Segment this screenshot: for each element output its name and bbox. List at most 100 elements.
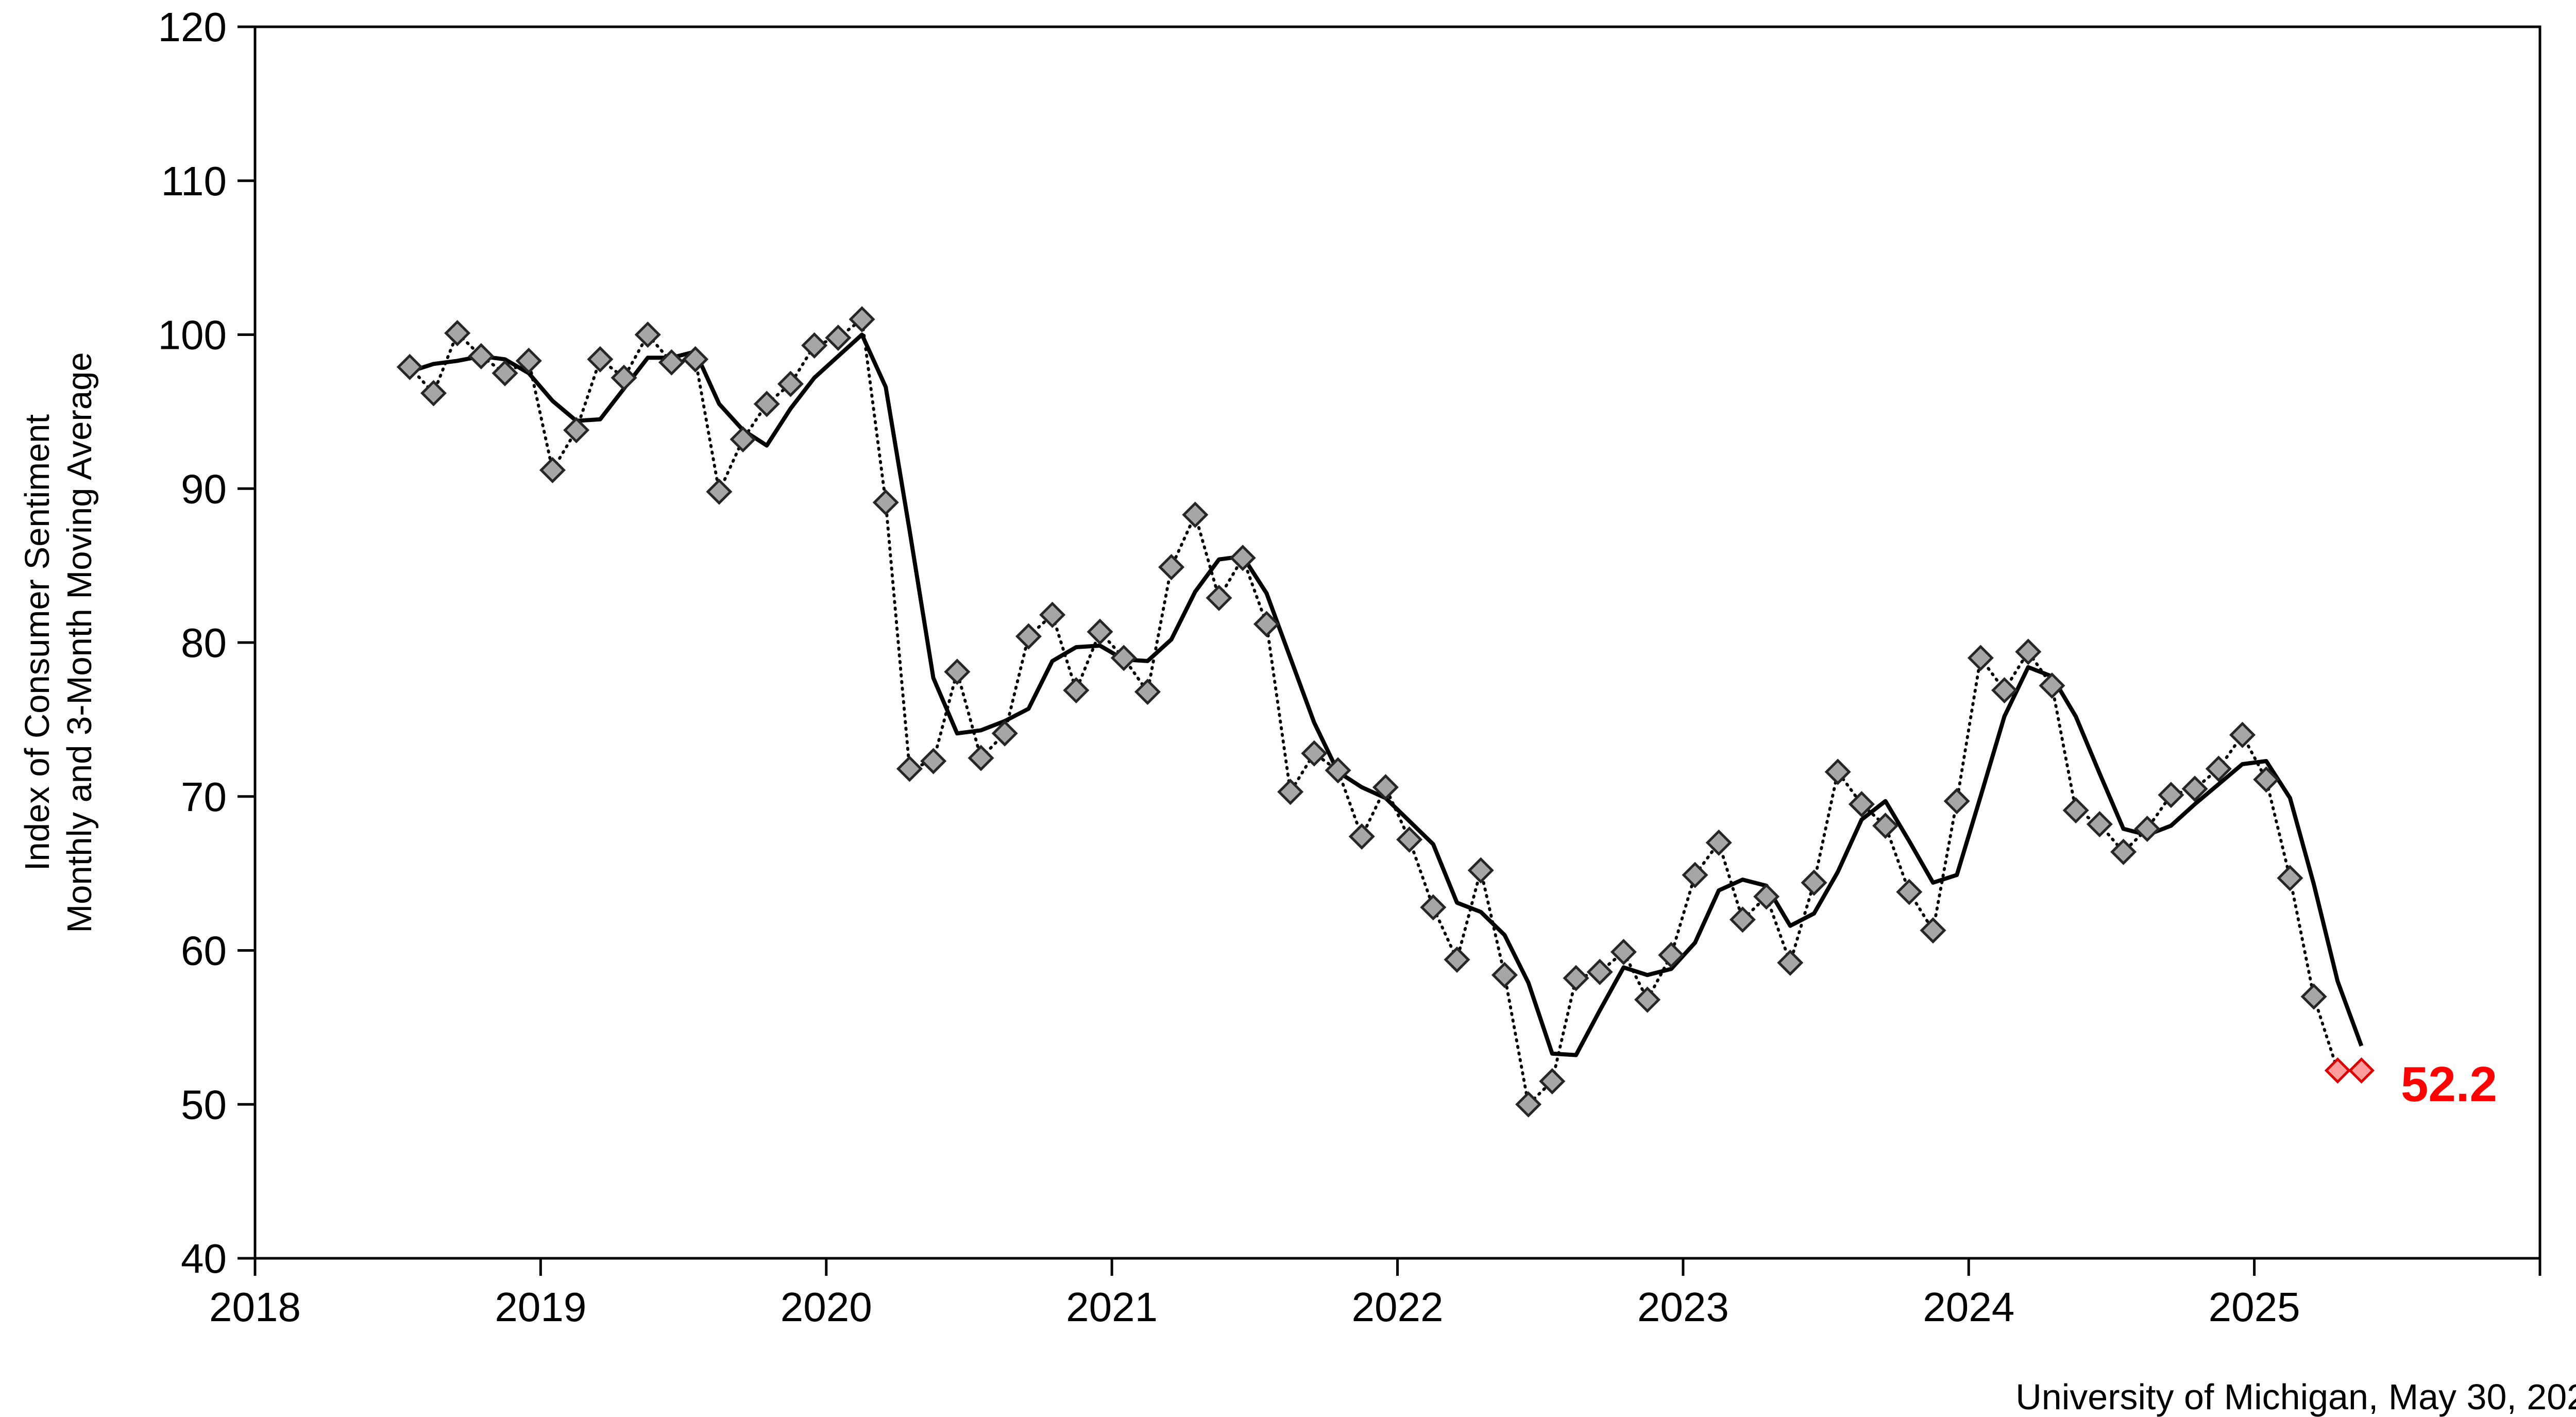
y-tick-label: 50 bbox=[181, 1082, 227, 1127]
monthly-data-point bbox=[1444, 946, 1470, 973]
monthly-data-point bbox=[1396, 826, 1423, 853]
monthly-data-point bbox=[825, 324, 852, 351]
y-tick-label: 110 bbox=[161, 158, 227, 204]
monthly-data-point bbox=[1777, 949, 1804, 976]
monthly-data-point bbox=[991, 720, 1018, 747]
monthly-data-point bbox=[2229, 721, 2256, 748]
x-tick-label: 2021 bbox=[1066, 1284, 1158, 1330]
monthly-data-point bbox=[2086, 811, 2113, 838]
monthly-data-point bbox=[634, 321, 661, 348]
monthly-data-point bbox=[730, 426, 756, 453]
y-tick-label: 60 bbox=[181, 928, 227, 974]
monthly-data-point bbox=[1896, 879, 1923, 905]
y-tick-label: 90 bbox=[181, 466, 227, 512]
monthly-data-point bbox=[1420, 894, 1447, 921]
monthly-dotted-line bbox=[408, 316, 2363, 1108]
monthly-data-point bbox=[2039, 672, 2065, 699]
monthly-data-point bbox=[2205, 755, 2232, 782]
x-tick-label: 2020 bbox=[781, 1284, 872, 1330]
monthly-data-point bbox=[2181, 775, 2208, 802]
monthly-data-point bbox=[2158, 782, 2184, 808]
monthly-data-point bbox=[2062, 797, 2089, 824]
moving-average-series bbox=[409, 332, 2364, 1057]
x-tick-label: 2019 bbox=[495, 1284, 586, 1330]
monthly-series bbox=[396, 306, 2363, 1118]
monthly-data-point bbox=[1467, 857, 1494, 884]
monthly-data-point bbox=[1848, 791, 1875, 818]
monthly-data-point bbox=[801, 332, 828, 359]
monthly-data-point bbox=[539, 457, 566, 483]
y-tick-label: 40 bbox=[181, 1236, 227, 1281]
latest-data-point bbox=[2324, 1057, 2351, 1084]
y-axis: 40 50 60 70 80 90 100 110 120 bbox=[158, 4, 255, 1281]
monthly-data-point bbox=[468, 343, 495, 369]
latest-value-label: 52.2 bbox=[2401, 1057, 2497, 1112]
monthly-data-point bbox=[706, 478, 733, 505]
x-tick-label: 2018 bbox=[209, 1284, 301, 1330]
monthly-data-point bbox=[1753, 883, 1780, 910]
monthly-data-point bbox=[753, 391, 780, 417]
monthly-data-point bbox=[1729, 906, 1756, 933]
monthly-data-point bbox=[2277, 865, 2303, 891]
x-axis: 2018 2019 2020 2021 2022 2023 2024 2025 bbox=[209, 1258, 2541, 1330]
monthly-data-point bbox=[1634, 986, 1661, 1013]
monthly-data-point bbox=[444, 319, 471, 347]
monthly-data-point bbox=[1920, 917, 1946, 944]
monthly-data-point bbox=[1991, 677, 2018, 704]
monthly-data-point bbox=[1658, 941, 1685, 968]
monthly-data-point bbox=[1206, 584, 1232, 611]
monthly-data-point bbox=[1610, 938, 1637, 966]
y-tick-label: 120 bbox=[158, 4, 227, 50]
x-tick-label: 2023 bbox=[1637, 1284, 1729, 1330]
monthly-data-point bbox=[849, 306, 875, 333]
monthly-data-point bbox=[492, 360, 518, 386]
monthly-data-point bbox=[1348, 823, 1375, 850]
moving-average-line bbox=[409, 332, 2364, 1057]
monthly-data-point bbox=[1491, 961, 1518, 988]
monthly-data-point bbox=[1158, 554, 1185, 581]
monthly-data-point bbox=[1229, 545, 1256, 571]
monthly-data-point bbox=[420, 380, 447, 407]
monthly-data-point bbox=[1015, 623, 1042, 650]
monthly-data-point bbox=[1134, 679, 1161, 705]
y-tick-label: 100 bbox=[158, 312, 227, 358]
monthly-data-point bbox=[1110, 645, 1137, 671]
monthly-data-point bbox=[2110, 838, 2137, 865]
y-axis-title-line-2: Monthly and 3-Month Moving Average bbox=[60, 352, 99, 933]
monthly-data-point bbox=[1277, 779, 1304, 805]
plot-area-frame bbox=[253, 25, 2541, 1260]
y-axis-title-line-1: Index of Consumer Sentiment bbox=[18, 414, 57, 871]
x-tick-label: 2024 bbox=[1923, 1284, 2014, 1330]
monthly-data-point bbox=[1039, 601, 1066, 628]
monthly-data-point bbox=[1539, 1068, 1566, 1094]
monthly-data-point bbox=[563, 417, 590, 444]
monthly-data-point bbox=[920, 748, 947, 774]
y-tick-label: 80 bbox=[181, 620, 227, 666]
monthly-data-point bbox=[1087, 618, 1113, 645]
monthly-data-point bbox=[1705, 829, 1732, 856]
monthly-data-point bbox=[396, 353, 423, 380]
monthly-data-point bbox=[896, 755, 923, 782]
monthly-data-point bbox=[1563, 965, 1589, 991]
monthly-data-point bbox=[611, 364, 637, 391]
monthly-data-point bbox=[658, 349, 685, 376]
monthly-data-point bbox=[2015, 638, 2042, 665]
monthly-data-point bbox=[872, 489, 899, 516]
monthly-data-point bbox=[944, 659, 971, 685]
monthly-data-point bbox=[968, 745, 994, 771]
monthly-data-point bbox=[587, 346, 614, 373]
monthly-data-point bbox=[1943, 788, 1970, 815]
latest-highlight bbox=[2324, 1057, 2375, 1084]
latest-data-point bbox=[2348, 1057, 2375, 1084]
monthly-data-point bbox=[2253, 766, 2280, 793]
monthly-data-point bbox=[1967, 645, 1994, 671]
x-tick-label: 2022 bbox=[1352, 1284, 1444, 1330]
source-note: University of Michigan, May 30, 2025 bbox=[2015, 1377, 2576, 1417]
monthly-data-point bbox=[1182, 501, 1209, 528]
monthly-data-point bbox=[2300, 983, 2327, 1010]
monthly-data-point bbox=[1872, 812, 1899, 839]
monthly-data-point bbox=[1824, 758, 1851, 785]
monthly-data-point bbox=[682, 346, 709, 373]
x-tick-label: 2025 bbox=[2209, 1284, 2300, 1330]
